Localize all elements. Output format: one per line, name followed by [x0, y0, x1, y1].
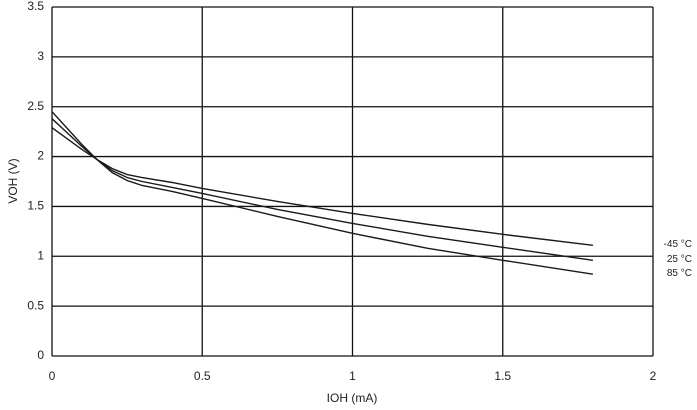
y-tick-label: 0 [37, 348, 44, 362]
series-line [51, 127, 593, 247]
y-tick-label: 0.5 [27, 298, 44, 312]
y-tick-label: 2.5 [27, 99, 44, 113]
x-tick-label: 1.5 [494, 369, 511, 383]
series-line [51, 111, 594, 275]
y-axis-label: VOH (V) [6, 158, 20, 203]
x-axis-label: IOH (mA) [327, 391, 378, 405]
x-tick-label: 2 [650, 369, 657, 383]
x-tick-label: 0 [49, 369, 56, 383]
legend-label: 85 °C [667, 268, 692, 279]
x-tick-label: 0.5 [194, 369, 211, 383]
y-tick-label: 3 [37, 49, 44, 63]
y-tick-label: 2 [37, 149, 44, 163]
y-tick-label: 3.5 [27, 0, 44, 13]
y-tick-label: 1.5 [27, 199, 44, 213]
legend-label: -45 °C [664, 239, 692, 250]
series-line [51, 118, 593, 261]
legend-label: 25 °C [667, 254, 692, 265]
y-tick-label: 1 [37, 248, 44, 262]
x-tick-label: 1 [349, 369, 356, 383]
